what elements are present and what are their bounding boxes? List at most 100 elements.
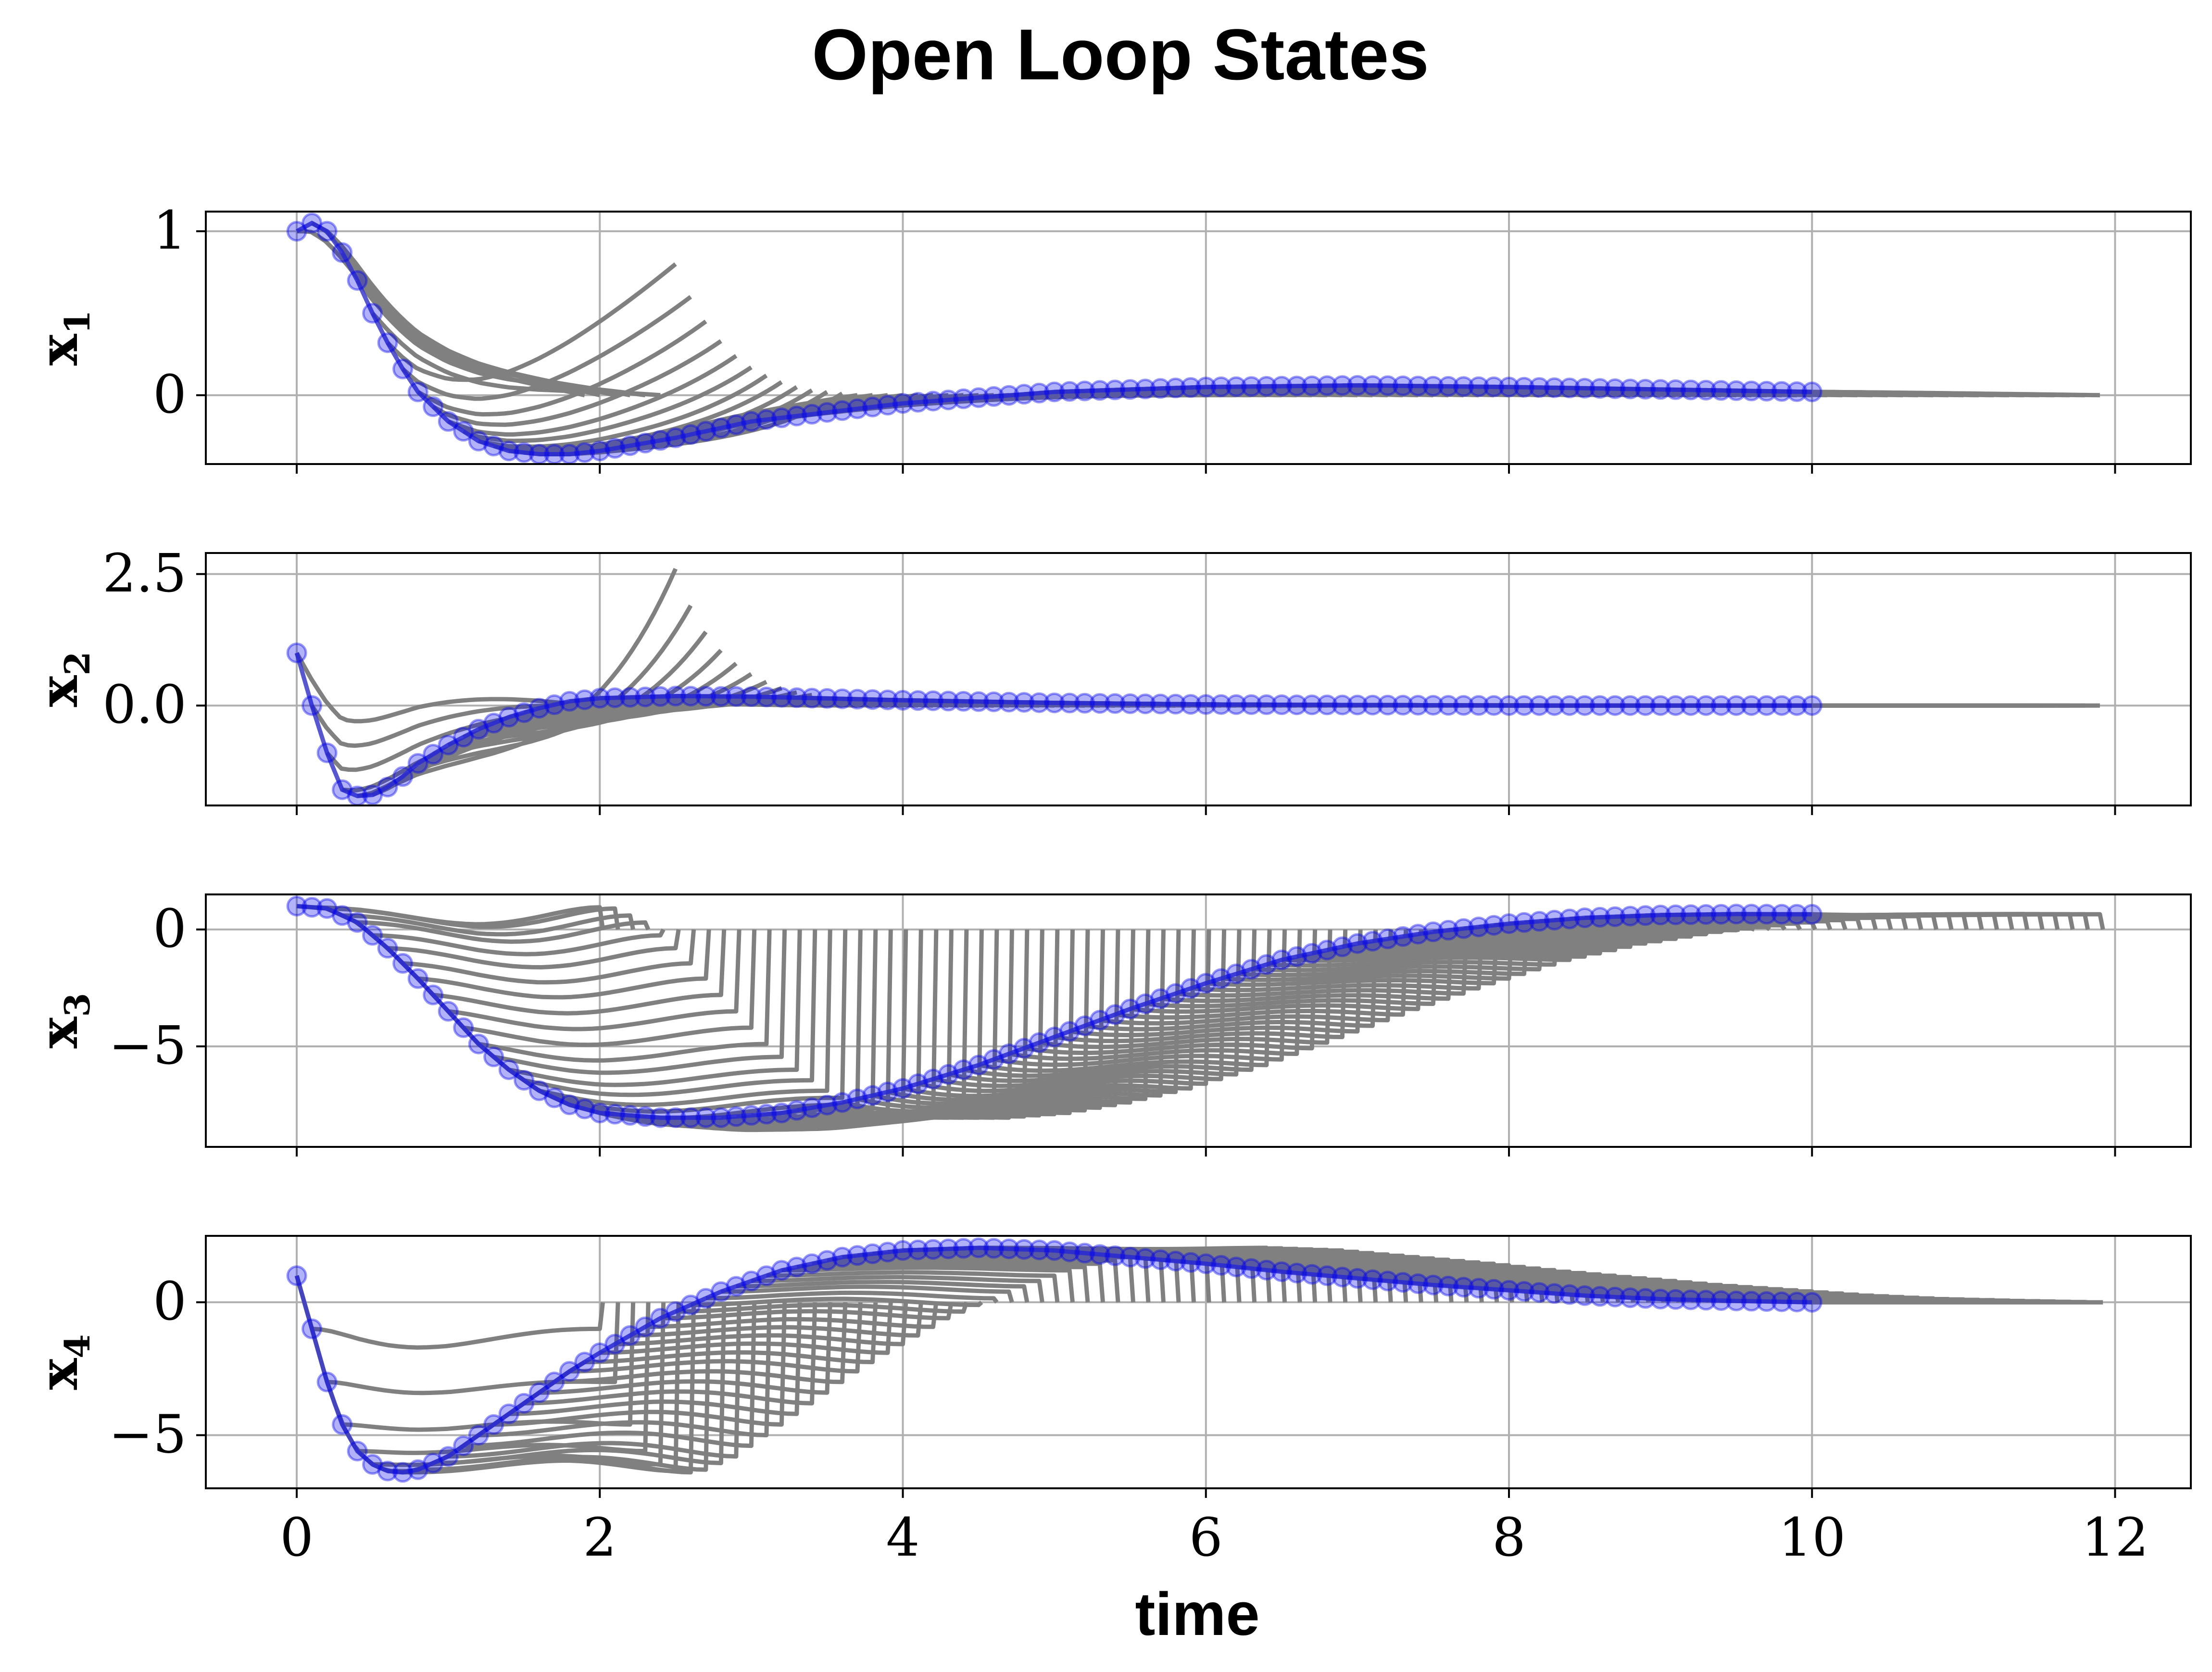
trajectory-point — [802, 1097, 822, 1119]
trajectory-point — [1135, 993, 1156, 1014]
trajectory-point — [619, 435, 641, 456]
trajectory-point — [1347, 375, 1368, 396]
trajectory-point — [1605, 1286, 1626, 1307]
prediction-line — [766, 1270, 1060, 1303]
trajectory-point — [802, 1253, 822, 1274]
trajectory-point — [1135, 1248, 1156, 1269]
trajectory-point — [1074, 692, 1095, 714]
prediction-lines — [296, 904, 2105, 1132]
trajectory-point — [1332, 1267, 1353, 1288]
grid-lines — [206, 1236, 2191, 1488]
trajectory-point — [1756, 1291, 1777, 1312]
trajectory-point — [1801, 695, 1822, 716]
trajectory-point — [1180, 978, 1201, 999]
trajectory-point — [1544, 377, 1565, 398]
trajectory-point — [1574, 695, 1595, 716]
trajectory-point — [892, 1240, 913, 1261]
trajectory-point — [1438, 376, 1459, 397]
trajectory-point — [347, 912, 368, 933]
trajectory-point — [1362, 930, 1383, 952]
trajectory-point — [1422, 921, 1444, 943]
trajectory-point — [1286, 946, 1307, 967]
trajectory-point — [832, 1246, 853, 1268]
prediction-line — [463, 365, 753, 443]
trajectory-point — [453, 1435, 474, 1457]
prediction-line — [1387, 929, 1681, 942]
y-axis-label: x3 — [27, 993, 98, 1049]
axes-frame — [205, 893, 2192, 1148]
trajectory-point — [1483, 1279, 1504, 1300]
trajectory-point — [302, 897, 323, 918]
trajectory-point — [1180, 377, 1201, 398]
trajectory-point — [1256, 694, 1277, 715]
trajectory-point — [786, 405, 807, 427]
trajectory-point — [362, 1454, 383, 1475]
trajectory-point — [923, 690, 943, 711]
trajectory-point — [1195, 377, 1217, 398]
trajectory-point — [559, 691, 580, 712]
trajectory-point — [1514, 912, 1534, 933]
trajectory-point — [1286, 376, 1307, 397]
trajectory-point — [756, 1265, 777, 1286]
trajectory-point — [498, 440, 519, 462]
trajectory-point — [1710, 904, 1732, 925]
trajectory-point — [1665, 904, 1686, 925]
prediction-line — [978, 929, 1272, 1073]
trajectory-point — [1135, 693, 1156, 715]
trajectory-point — [392, 358, 414, 379]
trajectory-point — [1741, 695, 1762, 716]
trajectory-point — [1635, 1288, 1656, 1309]
trajectory-point — [453, 421, 474, 442]
trajectory-point — [1029, 1032, 1050, 1053]
prediction-line — [1054, 929, 1348, 1043]
prediction-line — [493, 929, 787, 1075]
trajectory-point — [892, 690, 913, 711]
trajectory-point — [1165, 377, 1186, 399]
trajectory-point — [741, 411, 762, 432]
trajectory-point — [862, 689, 883, 710]
trajectory-point — [1483, 376, 1504, 397]
trajectory-point — [1165, 983, 1186, 1004]
trajectory-point — [1650, 695, 1671, 716]
trajectory-point — [1589, 1286, 1610, 1307]
trajectory-point — [362, 302, 383, 324]
trajectory-point — [1029, 1239, 1050, 1260]
trajectory-point — [438, 411, 459, 432]
trajectory-point — [938, 1238, 959, 1259]
trajectory-point — [1210, 1255, 1232, 1276]
prediction-line — [948, 929, 1242, 1083]
prediction-line — [523, 929, 817, 1097]
trajectory-point — [1559, 1284, 1580, 1305]
trajectory-point — [514, 442, 535, 463]
trajectory-point — [1635, 695, 1656, 716]
trajectory-point — [1377, 694, 1398, 716]
y-axis-label-main: x — [27, 675, 89, 707]
y-tick-label: 0 — [153, 898, 187, 959]
trajectory-point — [286, 895, 307, 917]
trajectory-point — [1165, 1251, 1186, 1271]
trajectory-point — [1044, 381, 1065, 402]
trajectory-point — [498, 1403, 519, 1424]
trajectory-point — [498, 1059, 519, 1081]
trajectory-point — [1301, 1264, 1322, 1285]
trajectory-point — [968, 1055, 989, 1076]
trajectory-point — [1650, 379, 1671, 400]
trajectory-point — [1680, 695, 1701, 716]
trajectory-point — [1150, 1249, 1171, 1270]
prediction-line — [493, 1302, 787, 1427]
trajectory-point — [468, 430, 489, 452]
trajectory-point — [619, 687, 641, 708]
trajectory-point — [1256, 376, 1277, 397]
trajectory-point — [1301, 694, 1322, 716]
trajectory-point — [574, 1098, 595, 1119]
trajectory-point — [907, 392, 929, 413]
trajectory-point — [847, 398, 868, 419]
trajectory-point — [453, 727, 474, 748]
trajectory-point — [635, 686, 656, 707]
trajectory-point — [407, 381, 428, 402]
prediction-line — [872, 929, 1166, 1106]
prediction-line — [1812, 390, 2100, 398]
prediction-line — [827, 1257, 1120, 1303]
trajectory-point — [604, 687, 626, 708]
